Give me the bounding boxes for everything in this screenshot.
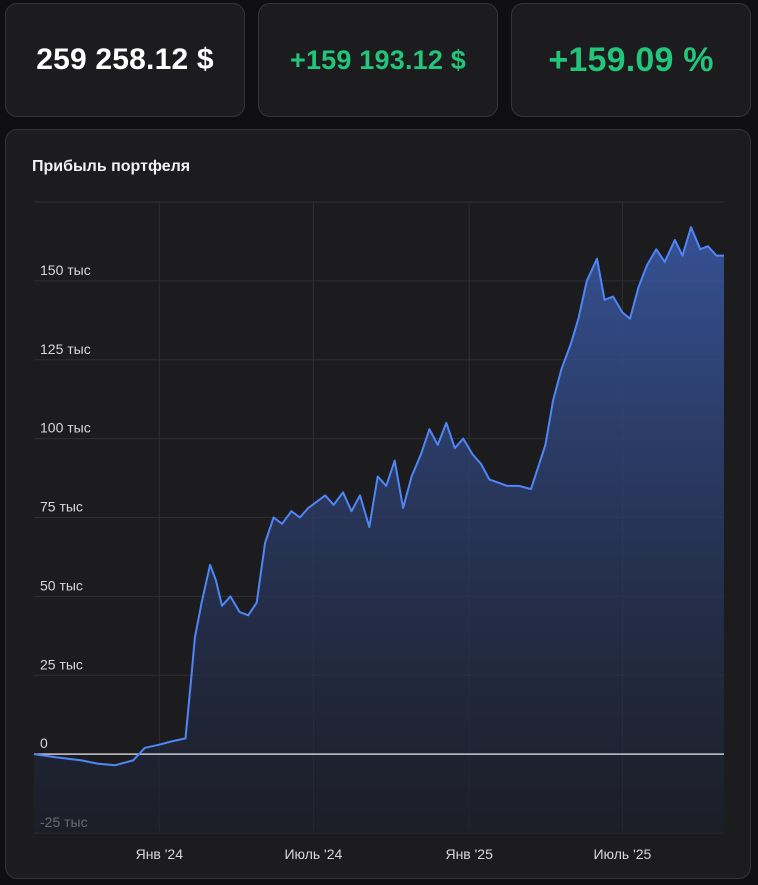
total-value-card: 259 258.12 $: [5, 3, 245, 117]
y-tick-label: 25 тыс: [40, 656, 83, 672]
y-tick-label: 0: [40, 735, 48, 751]
y-tick-label: 50 тыс: [40, 577, 83, 593]
x-tick-label: Янв '24: [136, 846, 184, 862]
profit-absolute: +159 193.12 $: [289, 44, 467, 75]
x-tick-label: Янв '25: [445, 846, 493, 862]
total-value: 259 258.12 $: [36, 43, 214, 76]
chart-title: Прибыль портфеля: [32, 158, 191, 175]
y-tick-label: 75 тыс: [40, 499, 83, 515]
profit-pct-card: +159.09 %: [511, 3, 751, 117]
x-tick-label: Июль '24: [284, 846, 342, 862]
profit-line: [33, 226, 724, 767]
y-tick-label: 100 тыс: [40, 420, 91, 436]
profit-percent: +159.09 %: [548, 40, 714, 79]
y-tick-label: 125 тыс: [40, 341, 91, 357]
profit-area: [34, 227, 724, 833]
x-tick-label: Июль '25: [593, 846, 651, 862]
profit-abs-card: +159 193.12 $: [258, 3, 498, 117]
y-tick-label: 150 тыс: [40, 262, 91, 278]
